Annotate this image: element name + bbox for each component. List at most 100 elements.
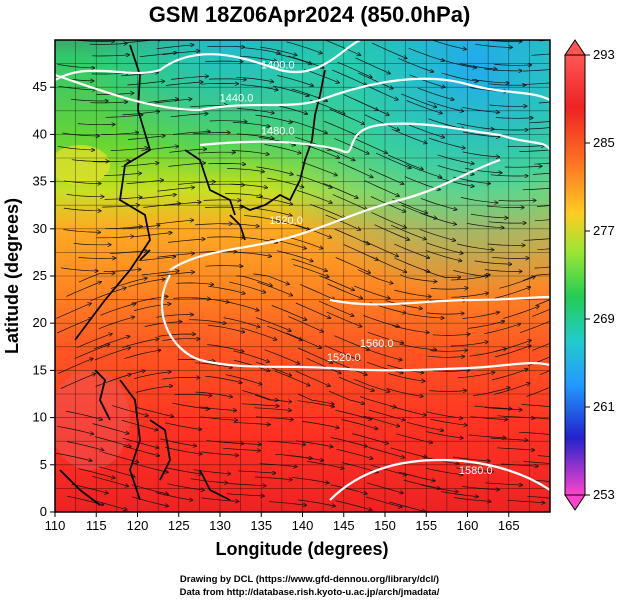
- streamline-arrow: [507, 146, 545, 147]
- streamline-arrow: [357, 269, 393, 284]
- streamline-arrow: [475, 43, 512, 47]
- streamline-arrow: [207, 344, 244, 352]
- x-tick-label: 150: [374, 518, 396, 533]
- streamline-arrow: [487, 244, 525, 246]
- streamline-arrow: [200, 416, 237, 421]
- streamline-arrow: [271, 305, 307, 321]
- streamline-arrow: [453, 270, 490, 276]
- streamline-arrow: [109, 251, 147, 254]
- streamline-arrow: [441, 491, 478, 497]
- streamline-arrow: [417, 87, 454, 100]
- x-tick-label: 140: [292, 518, 314, 533]
- streamline-arrow: [406, 421, 443, 430]
- credit-data: Data from http://database.rish.kyoto-u.a…: [179, 587, 440, 598]
- streamline-arrow: [500, 463, 538, 466]
- streamline-arrow: [335, 409, 371, 419]
- streamline-arrow: [409, 74, 446, 88]
- streamline-arrow: [243, 47, 280, 54]
- streamline-arrow: [94, 436, 131, 447]
- colorbar-gradient: [564, 54, 586, 496]
- streamline-arrow: [240, 327, 277, 340]
- streamline-arrow: [318, 300, 354, 316]
- streamline-arrow: [507, 500, 545, 503]
- streamline-arrow: [144, 322, 182, 327]
- streamline-arrow: [172, 131, 210, 135]
- streamline-arrow: [172, 402, 210, 409]
- colorbar-tick-label: 277: [593, 223, 615, 238]
- streamline-arrow: [165, 447, 202, 454]
- streamline-arrow: [141, 271, 179, 276]
- contour-label: 1580.0: [459, 465, 493, 477]
- streamline-arrow: [368, 409, 405, 420]
- streamline-arrow: [468, 434, 506, 438]
- streamline-arrow: [450, 342, 488, 347]
- streamline-arrow: [527, 495, 550, 499]
- streamline-arrow: [301, 161, 337, 175]
- streamline-arrow: [428, 137, 465, 148]
- streamline-arrow: [70, 99, 108, 101]
- streamline-arrow: [343, 244, 379, 261]
- x-tick-label: 155: [415, 518, 437, 533]
- streamline-arrow: [108, 371, 145, 382]
- streamline-arrow: [66, 194, 104, 196]
- streamline-arrow: [523, 69, 550, 72]
- streamline-arrow: [341, 419, 377, 429]
- streamline-arrow: [367, 331, 404, 343]
- streamline-arrow: [112, 405, 148, 416]
- x-tick-label: 135: [250, 518, 272, 533]
- streamline-arrow: [462, 312, 500, 319]
- streamline-arrow: [163, 202, 201, 207]
- streamline-arrow: [100, 304, 136, 316]
- streamline-arrow: [539, 370, 550, 376]
- streamline-arrow: [92, 55, 129, 56]
- streamline-arrow: [78, 273, 115, 283]
- y-tick-label: 15: [33, 362, 47, 377]
- streamline-arrow: [102, 451, 139, 462]
- streamline-arrow: [57, 425, 93, 434]
- streamline-arrow: [332, 69, 367, 85]
- x-tick-label: 115: [86, 518, 107, 533]
- wind-streamlines: [55, 40, 550, 511]
- streamline-arrow: [406, 313, 444, 318]
- streamline-arrow: [419, 228, 456, 240]
- streamline-arrow: [57, 318, 92, 334]
- streamline-arrow: [536, 205, 550, 207]
- y-axis: 0 5 10 15 20 25 30 35 40 45: [33, 79, 55, 519]
- streamline-arrow: [73, 243, 111, 244]
- streamline-arrow: [192, 133, 230, 134]
- height-contours: [55, 40, 550, 501]
- streamline-arrow: [268, 440, 305, 445]
- streamline-arrow: [421, 484, 458, 492]
- streamline-arrow: [157, 253, 194, 258]
- streamline-arrow: [371, 42, 407, 58]
- y-tick-label: 35: [33, 174, 47, 189]
- streamline-arrow: [319, 275, 354, 291]
- streamline-arrow: [430, 40, 466, 49]
- streamline-arrow: [323, 120, 359, 136]
- streamline-arrow: [205, 61, 243, 62]
- streamline-arrow: [224, 441, 261, 444]
- streamline-arrow: [167, 483, 205, 491]
- streamline-arrow: [178, 182, 215, 185]
- streamline-arrow: [78, 258, 116, 259]
- streamline-arrow: [491, 257, 529, 258]
- streamline-arrow: [451, 276, 488, 281]
- streamline-arrow: [401, 204, 436, 218]
- streamline-arrow: [430, 288, 468, 289]
- streamline-arrow: [462, 131, 500, 137]
- streamline-arrow: [222, 300, 259, 310]
- streamline-arrow: [398, 57, 433, 72]
- streamline-arrow: [134, 372, 171, 379]
- streamline-arrow: [103, 269, 141, 272]
- streamline-arrow: [55, 452, 91, 461]
- streamline-arrow: [90, 499, 127, 510]
- streamline-arrow: [162, 339, 200, 341]
- y-axis-label: Latitude (degrees): [2, 198, 22, 354]
- streamline-arrow: [394, 243, 429, 258]
- streamline-arrow: [529, 121, 550, 124]
- streamline-arrow: [122, 225, 160, 230]
- streamline-arrow: [286, 41, 322, 54]
- streamline-arrow: [426, 313, 464, 314]
- streamline-arrow: [363, 83, 398, 100]
- streamline-arrow: [484, 269, 522, 272]
